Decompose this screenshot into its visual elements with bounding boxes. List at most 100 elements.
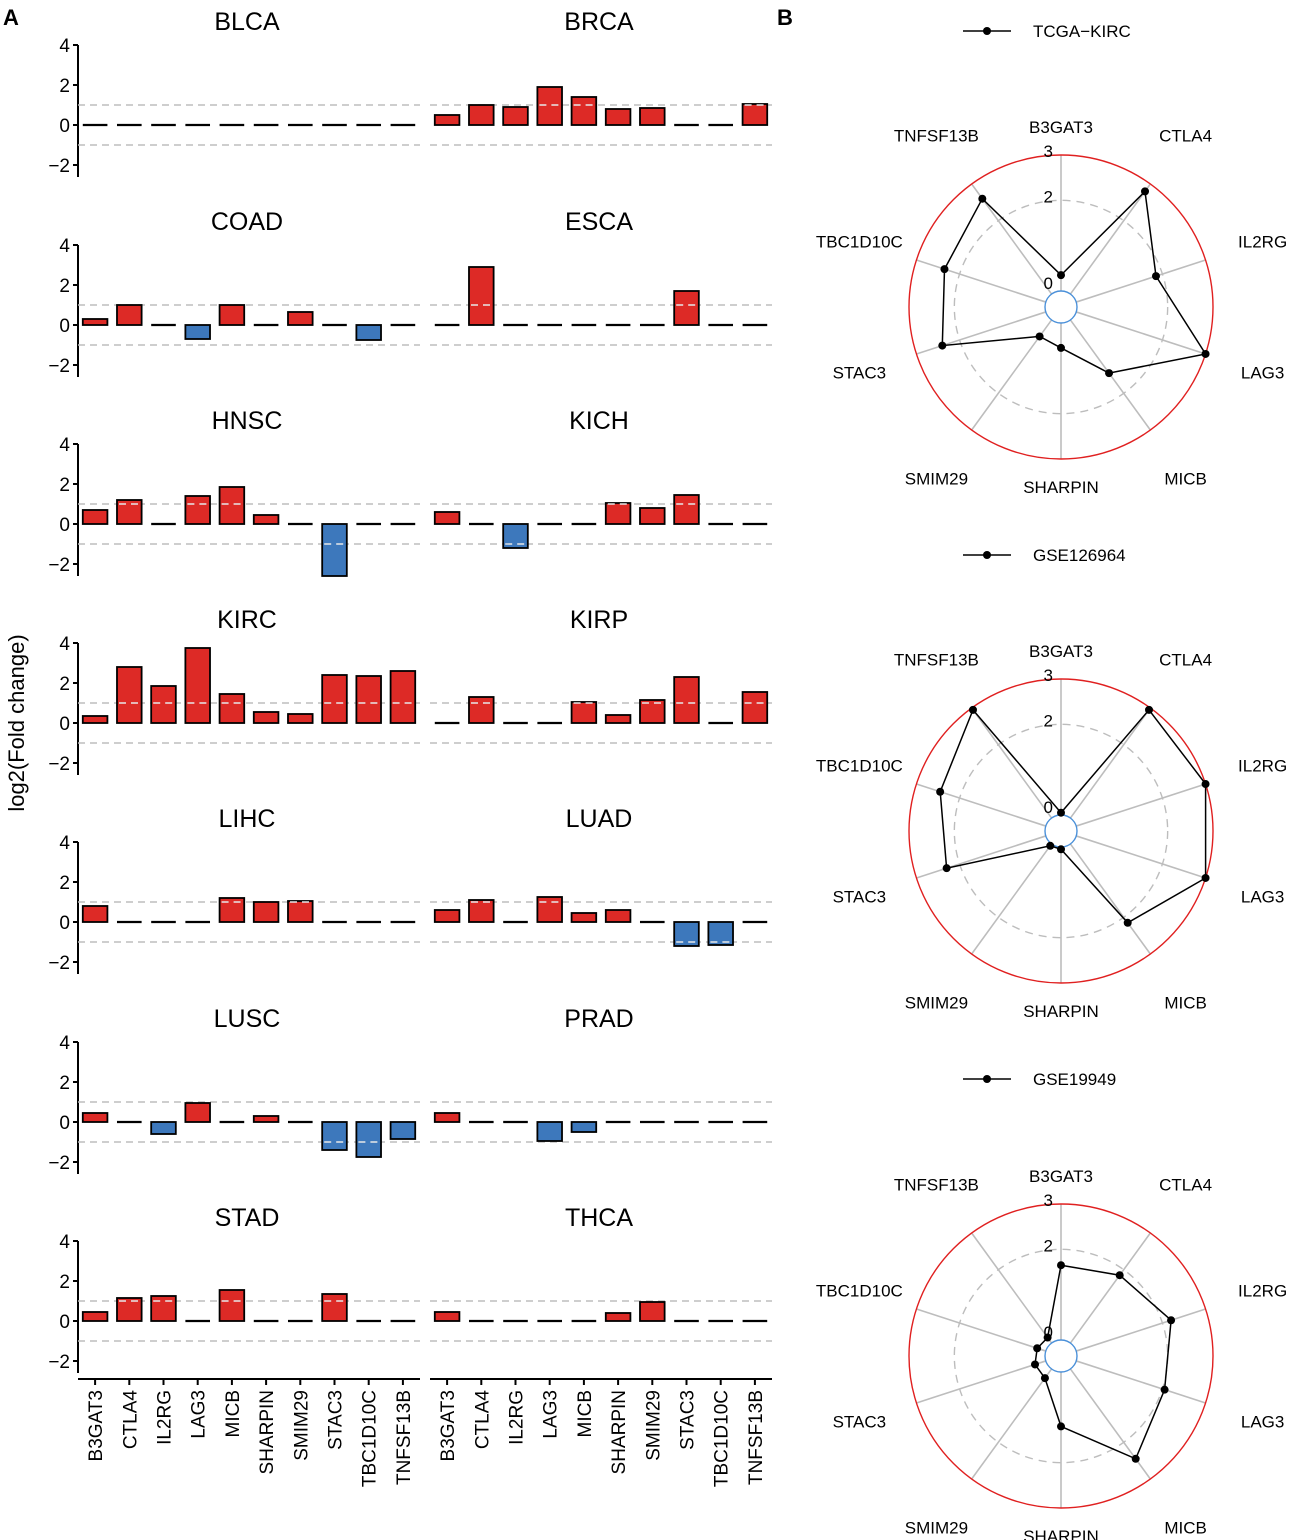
radar-point-sharpin [1057,1422,1065,1431]
radar-axis-label: MICB [1164,994,1207,1013]
x-tick-label: IL2RG [507,1390,528,1445]
facet-thca: THCA B3GAT3 CTLA4 IL2RG LAG3 MICB SHARPIN SMIM2… [430,1204,772,1487]
facet-prad: PRAD [430,1005,772,1143]
bar-tbc1d10c [707,921,734,946]
radar-point-lag3 [1201,349,1210,358]
bar-sharpin [252,1115,280,1123]
radar-axis-label: SMIM29 [905,1519,968,1538]
y-tick-label: 2 [59,1272,70,1293]
bar-b3gat3 [81,318,109,326]
radar-axis-label: IL2RG [1238,232,1287,251]
x-tick-label: CTLA4 [120,1390,141,1450]
radar-point-tnfsf13b [1043,1333,1052,1342]
y-tick-label: 2 [59,873,70,894]
radar-point-il2rg [1151,272,1160,281]
y-tick-label: 4 [59,833,70,854]
y-tick-label: −2 [48,156,70,177]
facet-hnsc: HNSC −2 0 2 4 [48,407,420,577]
bar-smim29 [639,699,666,724]
bar-stac3 [321,1121,348,1151]
radar-point-smim29 [1040,1374,1049,1383]
bar-lag3 [536,1121,563,1142]
bar-sharpin [604,1312,632,1322]
x-tick-label: SHARPIN [609,1390,630,1474]
facet-title: THCA [565,1204,633,1232]
radar-spoke [971,707,1053,819]
bar-micb [218,693,246,724]
bar-sharpin [604,502,632,525]
radar-point-smim29 [1035,332,1044,341]
bar-b3gat3 [81,509,109,525]
y-tick-label: 4 [59,36,70,57]
facet-lusc: LUSC −2 0 2 4 [48,1005,420,1174]
radar-point-sharpin [1057,343,1065,352]
radar-outer-ring [908,678,1214,984]
radar-point-tnfsf13b [968,705,977,714]
facet-title: BLCA [214,8,280,36]
y-tick-label: −2 [48,1153,70,1174]
radar-spoke [971,183,1053,295]
legend-label: GSE126964 [1033,546,1126,565]
radar-spoke [1069,843,1151,955]
radar-spoke [1075,1360,1206,1404]
radar-axis-label: SHARPIN [1023,1002,1099,1021]
bar-tnfsf13b [389,670,417,724]
bar-micb [218,304,246,326]
facet-title: LIHC [219,805,276,833]
bar-ctla4 [468,104,495,126]
bar-lag3 [184,495,211,525]
facet-title: KIRP [570,606,628,634]
radar-point-sharpin [1057,845,1065,854]
radar-spoke [1075,311,1206,355]
radar-inner-ring [1044,290,1078,324]
radar-axis-label: LAG3 [1241,888,1284,907]
y-tick-label: −2 [48,953,70,974]
radar-grid-circle [953,199,1169,415]
bar-tnfsf13b [741,691,769,724]
radar-axis-label: TNFSF13B [894,650,979,669]
radar-point-tbc1d10c [940,265,949,274]
radar-point-stac3 [938,341,947,350]
x-tick-label: CTLA4 [472,1390,493,1450]
radar-point-lag3 [1201,873,1210,882]
bar-smim29 [287,311,314,326]
radar-gse19949: GSE19949 B3GAT3 CTLA4 IL2RG LAG3 MICB SHARPIN S… [816,1070,1287,1540]
radar-r-tick: 2 [1044,187,1053,206]
radar-axis-label: MICB [1164,470,1207,489]
y-tick-label: 0 [59,316,70,337]
facet-kich: KICH [430,407,772,549]
radar-spoke [971,843,1053,955]
radar-axis-label: TNFSF13B [894,126,979,145]
y-tick-label: −2 [48,356,70,377]
radar-axis-label: CTLA4 [1159,126,1212,145]
radar-axis-label: LAG3 [1241,364,1284,383]
radar-point-ctla4 [1141,187,1150,196]
facet-title: ESCA [565,208,633,236]
radar-spoke [971,1232,1053,1344]
x-tick-label: SHARPIN [257,1390,278,1474]
facet-kirc: KIRC −2 0 2 4 [48,606,420,775]
bar-b3gat3 [81,1112,109,1123]
y-tick-label: 0 [59,1113,70,1134]
x-tick-label: STAC3 [326,1390,347,1450]
bar-panels: log2(Fold change) BLCA −2 0 2 4 BRCA COAD −2 0 2 4 E… [4,8,772,1487]
bar-stac3 [673,494,700,525]
radar-spoke [1069,183,1151,295]
bar-lag3 [536,86,563,126]
legend-marker [983,1075,991,1083]
x-tick-label: SMIM29 [291,1390,312,1461]
radar-axis-label: STAC3 [833,364,887,383]
radar-spoke [916,783,1047,827]
bar-il2rg [150,1295,177,1322]
bar-il2rg [150,685,177,724]
facet-brca: BRCA [430,8,772,146]
radar-point-micb [1105,369,1114,378]
bar-sharpin [604,714,632,724]
radar-spoke [1075,835,1206,879]
x-tick-label: STAC3 [678,1390,699,1450]
y-tick-label: 0 [59,714,70,735]
bar-b3gat3 [81,715,109,724]
x-tick-label: TBC1D10C [360,1390,381,1487]
radar-axis-label: LAG3 [1241,1413,1284,1432]
radar-axis-label: SHARPIN [1023,478,1099,497]
